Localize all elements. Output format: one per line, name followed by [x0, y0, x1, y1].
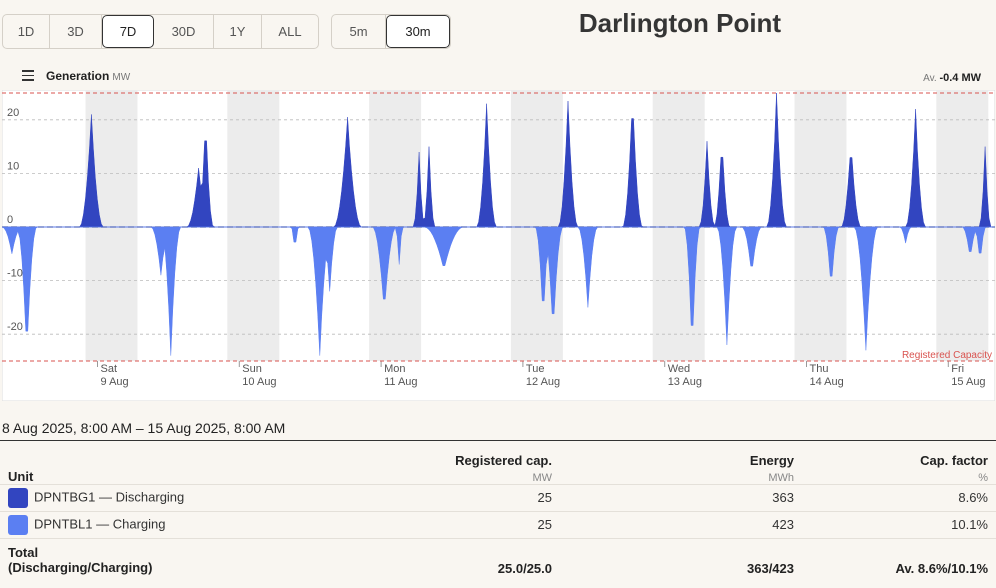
range-30d-button[interactable]: 30D	[154, 15, 214, 48]
y-tick-label: 0	[7, 214, 13, 226]
y-tick-label: 10	[7, 160, 19, 172]
cap-factor-value: 10.1%	[802, 510, 996, 538]
chart-label-text: Generation	[46, 69, 110, 83]
night-band	[794, 90, 847, 361]
night-band	[227, 90, 280, 361]
series-area-1	[2, 226, 995, 356]
x-date-label: 13 Aug	[668, 376, 702, 388]
range-all-button[interactable]: ALL	[278, 24, 302, 39]
chart-average: Av. -0.4 MW	[923, 72, 981, 84]
chart-label: Generation MW	[46, 69, 130, 83]
total-energy: 363/423	[560, 537, 802, 582]
range-1y-button[interactable]: 1Y	[214, 15, 262, 48]
x-day-label: Wed	[668, 363, 690, 375]
total-cap-factor: Av. 8.6%/10.1%	[802, 537, 996, 582]
x-date-label: 14 Aug	[810, 376, 844, 388]
range-3d-button[interactable]: 3D	[50, 15, 102, 48]
col-regcap-header: Registered cap. MW	[455, 452, 552, 484]
x-day-label: Thu	[810, 363, 829, 375]
total-row: Total (Discharging/Charging) 25.0/25.0 36…	[0, 537, 996, 582]
reg-cap-value: 25	[394, 510, 560, 538]
energy-value: 423	[560, 510, 802, 538]
range-7d-button[interactable]: 7D	[102, 15, 154, 48]
night-band	[510, 90, 563, 361]
x-day-label: Sun	[242, 363, 262, 375]
avg-value: -0.4 MW	[939, 72, 981, 84]
table-row[interactable]: DPNTBG1 — Discharging 25 363 8.6%	[0, 483, 996, 511]
table-row[interactable]: DPNTBL1 — Charging 25 423 10.1%	[0, 510, 996, 538]
reg-cap-value: 25	[394, 483, 560, 511]
col-capfactor-header: Cap. factor%	[920, 452, 988, 484]
interval-button-group: 5m 30m	[331, 14, 451, 49]
x-day-label: Sat	[101, 363, 118, 375]
avg-prefix: Av.	[923, 73, 937, 84]
interval-5m-button[interactable]: 5m	[332, 15, 386, 48]
y-tick-label: -10	[7, 268, 23, 280]
night-band	[369, 90, 422, 361]
x-date-label: 10 Aug	[242, 376, 276, 388]
y-tick-label: -20	[7, 321, 23, 333]
night-band	[652, 90, 705, 361]
x-date-label: 11 Aug	[384, 376, 417, 388]
x-day-label: Fri	[951, 363, 964, 375]
x-day-label: Tue	[526, 363, 545, 375]
interval-30m-button[interactable]: 30m	[386, 15, 450, 48]
range-button-group: 1D 3D 7D 30D 1Y ALL	[2, 14, 319, 49]
total-sublabel: (Discharging/Charging)	[8, 560, 153, 576]
color-swatch[interactable]	[8, 514, 28, 535]
unit-name: DPNTBL1 — Charging	[34, 515, 166, 531]
y-tick-label: 20	[7, 107, 19, 119]
x-date-label: 9 Aug	[101, 376, 129, 388]
cap-factor-value: 8.6%	[802, 483, 996, 511]
total-label: Total	[8, 545, 39, 561]
range-1d-button[interactable]: 1D	[3, 15, 50, 48]
registered-capacity-label: Registered Capacity	[902, 350, 992, 361]
unit-name: DPNTBG1 — Discharging	[34, 488, 185, 504]
total-reg-cap: 25.0/25.0	[394, 537, 560, 582]
date-range: 8 Aug 2025, 8:00 AM – 15 Aug 2025, 8:00 …	[2, 420, 286, 436]
x-date-label: 15 Aug	[951, 376, 985, 388]
color-swatch[interactable]	[8, 487, 28, 508]
x-date-label: 12 Aug	[526, 376, 560, 388]
col-unit-header: Unit	[8, 468, 34, 484]
divider	[0, 440, 996, 441]
x-day-label: Mon	[384, 363, 405, 375]
col-energy-header: Energy MWh	[749, 452, 794, 484]
energy-value: 363	[560, 483, 802, 511]
summary-table: Unit Registered cap. MW Energy MWh Cap. fa…	[0, 441, 996, 582]
menu-icon[interactable]	[22, 70, 34, 81]
page-title: Darlington Point	[578, 8, 782, 38]
chart-header: Generation MW Av. -0.4 MW	[0, 68, 996, 88]
chart-unit: MW	[112, 72, 131, 83]
